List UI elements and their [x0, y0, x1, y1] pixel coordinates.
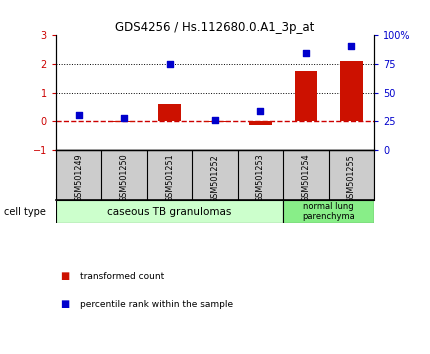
Bar — [295, 71, 317, 121]
Text: ■: ■ — [60, 271, 70, 281]
Text: GSM501249: GSM501249 — [74, 154, 83, 202]
Text: GSM501252: GSM501252 — [211, 154, 219, 202]
Point — [75, 113, 82, 118]
Point — [121, 115, 128, 121]
Text: ■: ■ — [60, 299, 70, 309]
Title: GDS4256 / Hs.112680.0.A1_3p_at: GDS4256 / Hs.112680.0.A1_3p_at — [115, 21, 315, 34]
Text: GSM501254: GSM501254 — [301, 154, 310, 202]
Text: GSM501253: GSM501253 — [256, 154, 265, 202]
Point — [166, 61, 173, 67]
Point — [212, 117, 218, 123]
Text: normal lung
parenchyma: normal lung parenchyma — [302, 202, 355, 221]
Text: GSM501251: GSM501251 — [165, 154, 174, 202]
Text: GSM501255: GSM501255 — [347, 154, 356, 202]
Bar — [113, 121, 135, 122]
Text: caseous TB granulomas: caseous TB granulomas — [108, 207, 232, 217]
Text: transformed count: transformed count — [80, 272, 164, 281]
Point — [302, 50, 309, 55]
Bar — [283, 200, 374, 223]
Bar — [249, 121, 272, 125]
Bar — [204, 121, 226, 122]
Text: GSM501250: GSM501250 — [120, 154, 129, 202]
Bar — [340, 61, 363, 121]
Bar — [56, 200, 283, 223]
Text: cell type: cell type — [4, 207, 46, 217]
Point — [348, 43, 355, 48]
Bar — [158, 104, 181, 121]
Text: percentile rank within the sample: percentile rank within the sample — [80, 300, 233, 309]
Point — [257, 108, 264, 114]
